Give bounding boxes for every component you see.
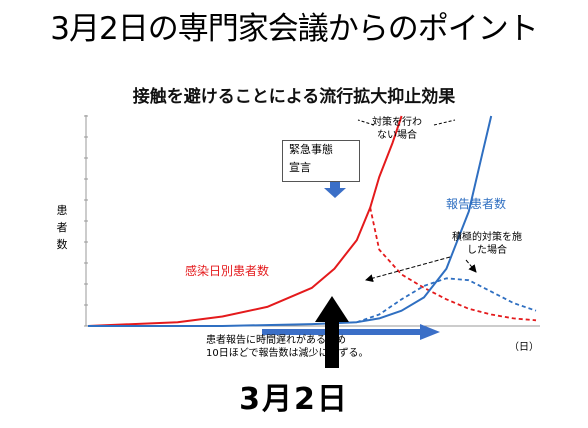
no-measures-line1: 対策を行わ: [372, 117, 422, 128]
series-label-reported: 報告患者数: [446, 197, 507, 211]
no-measures-line2: ない場合: [377, 130, 417, 141]
series-infected-suppressed-line: [369, 207, 537, 322]
proactive-line2: した場合: [467, 245, 507, 256]
proactive-line1: 積極的対策を施: [452, 232, 522, 243]
delay-arrow-shaft: [262, 329, 422, 335]
delay-note-line2: 10日ほどで報告数は減少に転ずる。: [206, 348, 369, 359]
series-label-infected: 感染日別患者数: [185, 264, 270, 278]
no-measures-pointer: [357, 119, 375, 126]
y-ticks: [84, 115, 88, 327]
no-measures-pointer-2: [433, 119, 456, 126]
emergency-text-1: 緊急事態: [289, 143, 333, 156]
series-reported-line: [88, 115, 493, 327]
march2-arrow-head: [315, 296, 349, 322]
no-measures-annotation: 対策を行わ ない場合: [372, 116, 422, 142]
proactive-pointer-blue: [465, 259, 477, 273]
delay-note-line1: 患者報告に時間遅れがあるため: [206, 335, 346, 346]
emergency-arrow-shaft: [330, 182, 340, 190]
series-layer: [87, 115, 537, 327]
chart-title: 接触を避けることによる流行拡大抑止効果: [132, 87, 456, 107]
emergency-text-2: 宣言: [289, 161, 311, 174]
delay-arrow-head: [420, 324, 440, 340]
delay-note: 患者報告に時間遅れがあるため 10日ほどで報告数は減少に転ずる。: [206, 334, 369, 360]
emergency-arrow-head: [324, 188, 346, 198]
march2-arrow-shaft: [325, 318, 339, 368]
slide-title: 3月2日の専門家会議からのポイント: [50, 11, 538, 47]
series-reported-suppressed-line: [356, 277, 537, 324]
x-axis-unit: （日）: [509, 342, 539, 353]
series-infected-line: [87, 115, 403, 327]
proactive-pointer-red: [365, 256, 451, 283]
bottom-date-label: 3月2日: [239, 382, 349, 417]
y-axis-label: 患者数: [56, 204, 68, 251]
proactive-annotation: 積極的対策を施 した場合: [452, 231, 522, 257]
emergency-callout: 緊急事態 宣言: [282, 140, 360, 182]
